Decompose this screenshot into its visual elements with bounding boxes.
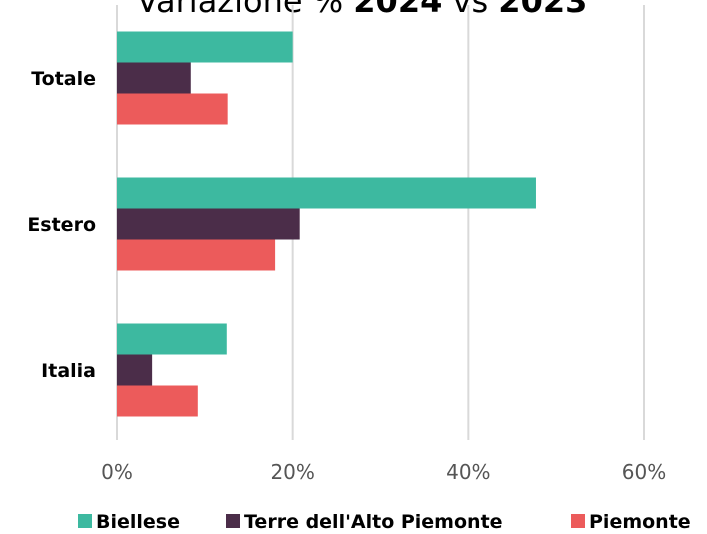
y-tick-label: Estero [27,214,96,236]
bar [117,208,300,240]
legend-swatch [571,514,585,528]
title-part: 2024 [353,0,442,20]
bar [117,385,198,417]
bar [117,354,153,386]
legend-swatch [226,514,240,528]
bar [117,177,536,209]
x-tick-label: 40% [446,460,490,484]
x-tick-label: 20% [270,460,314,484]
legend-label: Biellese [96,511,180,533]
legend-label: Piemonte [589,511,691,533]
legend-swatch [78,514,92,528]
bar [117,239,276,271]
chart-title: Variazione % 2024 vs 2023 [137,0,588,20]
title-part: Variazione % [137,0,343,20]
y-tick-label: Totale [31,68,96,90]
bar [117,62,191,94]
legend-label: Terre dell'Alto Piemonte [244,511,503,533]
title-part: 2023 [498,0,587,20]
x-tick-label: 0% [101,460,133,484]
bar [117,323,227,355]
y-tick-label: Italia [41,360,96,382]
x-tick-label: 60% [622,460,666,484]
bar [117,93,228,125]
bar [117,31,293,63]
title-part: vs [453,0,489,20]
